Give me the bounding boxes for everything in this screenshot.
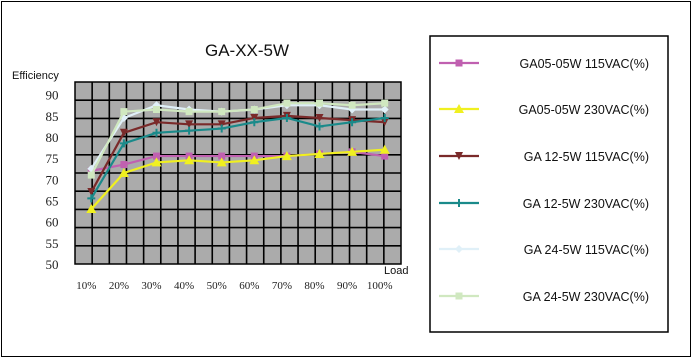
data-point — [455, 59, 463, 67]
y-tick-label: 70 — [46, 172, 59, 187]
data-point — [315, 122, 324, 131]
data-point — [250, 106, 258, 114]
legend-item: GA 24-5W 115VAC(%) — [439, 243, 649, 257]
data-point — [120, 108, 128, 116]
data-point — [455, 245, 463, 253]
legend-item: GA 12-5W 230VAC(%) — [439, 197, 649, 211]
y-tick-label: 65 — [46, 194, 59, 209]
legend-label: GA 12-5W 115VAC(%) — [524, 150, 649, 164]
data-point — [87, 171, 95, 179]
legend-label: GA 12-5W 230VAC(%) — [523, 197, 649, 211]
data-point — [87, 188, 96, 197]
x-tick-label: 50% — [207, 280, 227, 292]
data-point — [119, 128, 128, 137]
data-point — [381, 152, 389, 160]
x-tick-label: 70% — [272, 280, 292, 292]
data-point — [348, 101, 356, 109]
series-line — [90, 114, 385, 193]
data-point — [381, 99, 389, 107]
data-point — [347, 146, 358, 156]
x-tick-label: 100% — [367, 280, 393, 292]
y-tick-label: 75 — [46, 151, 59, 166]
data-point — [455, 152, 463, 160]
data-point — [455, 199, 463, 207]
x-tick-label: 10% — [76, 280, 96, 292]
data-point — [218, 108, 226, 116]
data-point — [316, 99, 323, 107]
y-axis-label: Efficiency — [12, 70, 59, 82]
data-point — [282, 113, 291, 122]
data-point — [250, 113, 259, 122]
data-point — [152, 128, 161, 137]
data-point — [120, 161, 128, 169]
legend-item: GA 24-5W 230VAC(%) — [439, 290, 649, 304]
data-point — [283, 99, 291, 107]
x-tick-label: 40% — [174, 280, 194, 292]
data-point — [151, 157, 162, 167]
x-tick-label: 30% — [141, 280, 161, 292]
series-line — [90, 102, 385, 176]
data-point — [455, 292, 463, 300]
data-point — [153, 152, 160, 160]
legend-item: GA05-05W 115VAC(%) — [439, 57, 649, 71]
data-point — [119, 139, 128, 148]
data-point — [152, 118, 161, 127]
x-axis-label: Load — [384, 265, 408, 277]
data-point — [249, 155, 260, 165]
data-point — [217, 124, 226, 133]
series-6 — [87, 99, 389, 179]
legend-label: GA05-05W 115VAC(%) — [520, 57, 649, 71]
series-2 — [86, 144, 390, 213]
data-point — [185, 108, 193, 116]
legend-box — [429, 35, 669, 333]
legend-item: GA05-05W 230VAC(%) — [439, 103, 649, 117]
y-tick-label: 85 — [46, 109, 59, 124]
data-point — [380, 113, 389, 122]
legend-label: GA 24-5W 115VAC(%) — [524, 243, 649, 257]
data-point — [218, 152, 226, 160]
x-tick-label: 20% — [109, 280, 129, 292]
legend-label: GA 24-5W 230VAC(%) — [523, 290, 649, 304]
series-line — [90, 148, 385, 210]
data-point — [250, 118, 259, 127]
y-tick-label: 80 — [46, 130, 59, 145]
data-point — [217, 120, 226, 129]
data-point — [454, 104, 464, 113]
x-tick-label: 60% — [239, 280, 259, 292]
legend-item: GA 12-5W 115VAC(%) — [439, 150, 649, 164]
y-tick-label: 90 — [46, 88, 59, 103]
data-point — [315, 113, 324, 122]
series-3 — [87, 111, 389, 197]
series-4 — [87, 113, 389, 203]
data-point — [153, 106, 160, 114]
y-tick-label: 55 — [46, 236, 59, 251]
data-point — [380, 118, 389, 127]
series-line — [90, 116, 385, 199]
data-point — [314, 148, 325, 158]
data-point — [185, 126, 194, 135]
chart-title: GA-XX-5W — [205, 41, 289, 60]
y-tick-label: 50 — [46, 257, 59, 272]
data-point — [118, 168, 129, 177]
legend-label: GA05-05W 230VAC(%) — [519, 103, 649, 117]
data-point — [86, 203, 97, 213]
data-point — [216, 157, 227, 167]
x-tick-label: 80% — [304, 280, 324, 292]
data-point — [185, 120, 194, 129]
data-point — [184, 155, 195, 165]
data-point — [380, 105, 389, 114]
data-point — [87, 194, 96, 203]
data-point — [348, 118, 357, 127]
x-tick-label: 90% — [337, 280, 357, 292]
y-tick-label: 60 — [46, 215, 59, 230]
data-point — [379, 144, 390, 154]
data-point — [281, 151, 292, 161]
